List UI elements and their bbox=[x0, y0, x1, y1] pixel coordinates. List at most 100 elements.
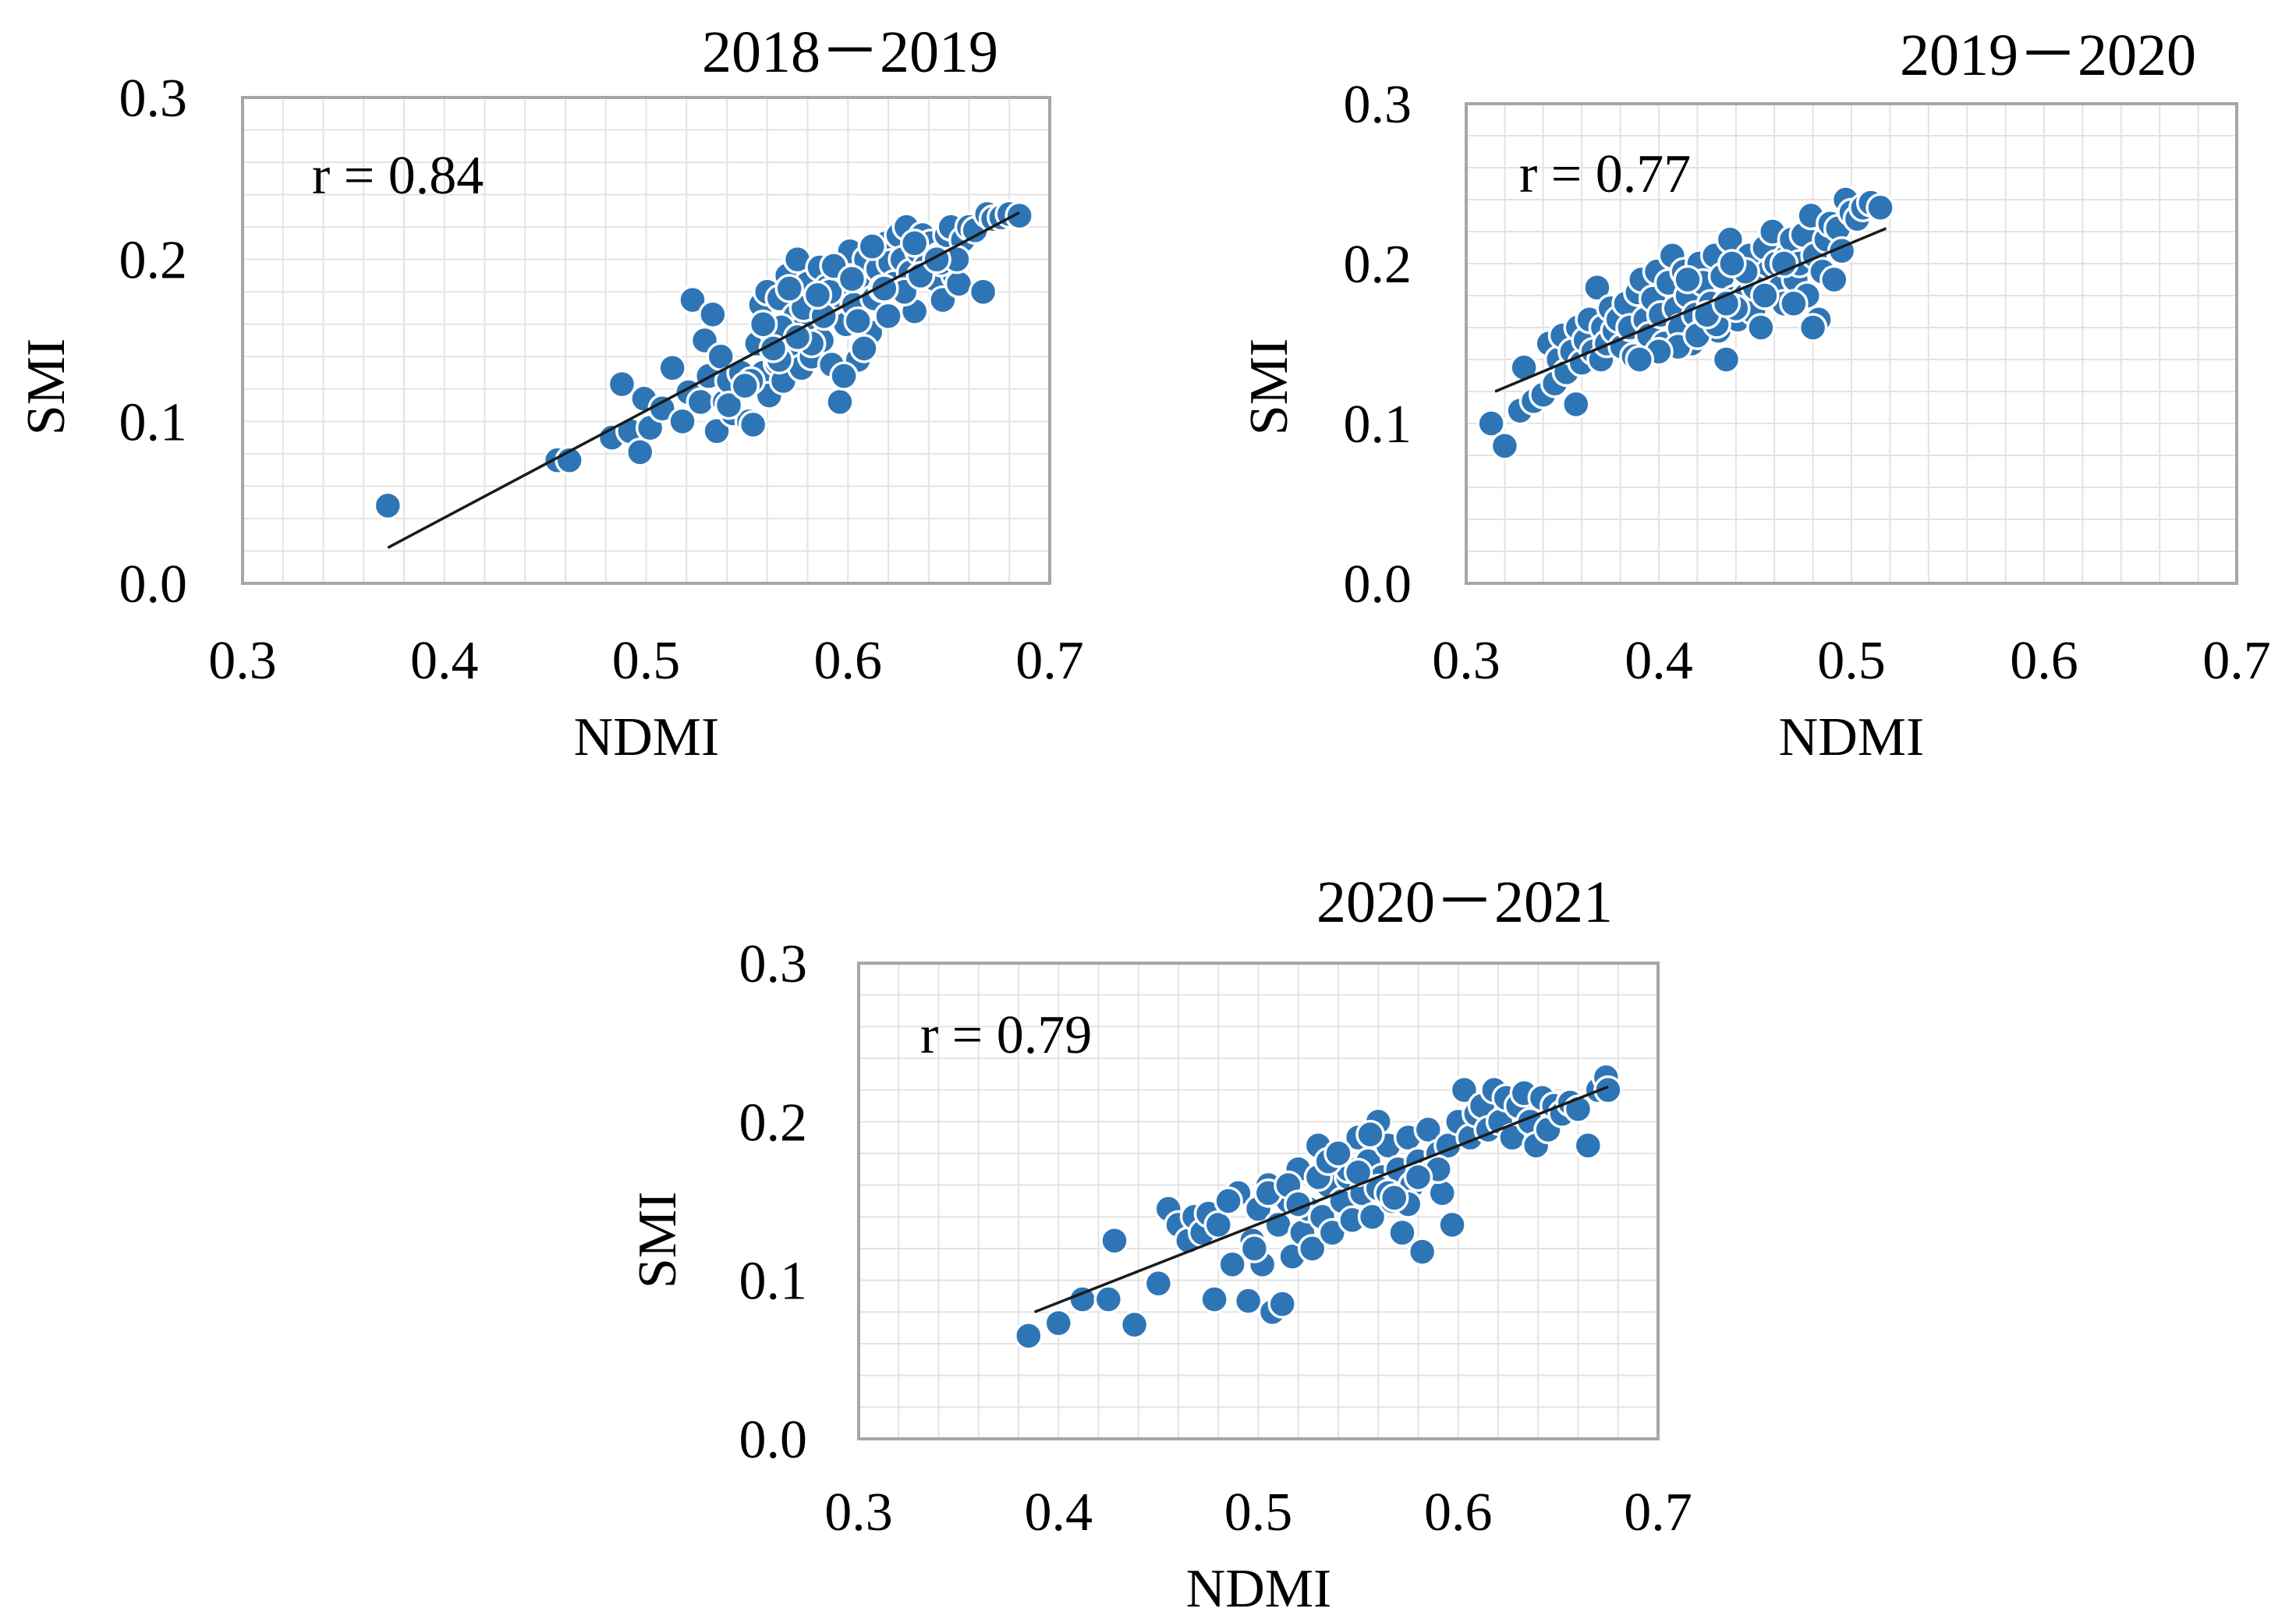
data-point bbox=[1673, 264, 1703, 295]
x-tick-label: 0.4 bbox=[1625, 631, 1693, 691]
data-point bbox=[373, 491, 403, 521]
x-axis-label: NDMI bbox=[1779, 707, 1925, 767]
data-point bbox=[714, 390, 744, 420]
data-point bbox=[968, 277, 998, 306]
y-tick-label: 0.0 bbox=[1344, 554, 1412, 615]
plot-area-border bbox=[1465, 102, 2238, 585]
data-point bbox=[1711, 345, 1741, 374]
data-point bbox=[1746, 313, 1776, 342]
data-point bbox=[1866, 193, 1895, 222]
data-point bbox=[1199, 1284, 1229, 1314]
correlation-annotation: r = 0.84 bbox=[312, 146, 484, 206]
x-tick-label: 0.5 bbox=[1224, 1483, 1293, 1543]
data-point bbox=[1593, 1075, 1623, 1105]
trendline bbox=[1494, 227, 1887, 393]
data-point bbox=[625, 438, 655, 467]
data-point bbox=[1427, 1178, 1457, 1208]
data-point bbox=[1582, 273, 1612, 303]
data-point bbox=[774, 274, 804, 303]
data-point bbox=[1233, 1286, 1263, 1316]
x-tick-label: 0.7 bbox=[1015, 631, 1084, 691]
plot-area-border bbox=[857, 962, 1660, 1440]
data-point bbox=[668, 406, 697, 437]
data-point bbox=[1355, 1119, 1385, 1150]
y-axis-label: SMI bbox=[628, 1192, 688, 1288]
data-point bbox=[1043, 1308, 1073, 1338]
y-tick-label: 0.2 bbox=[739, 1093, 808, 1153]
scatter-chart-1: 0.0 0.1 0.2 0.3 0.3 0.4 0.5 0.6 0.7 NDMI SMI 2018－2… bbox=[16, 19, 1084, 767]
data-point bbox=[1323, 1139, 1353, 1168]
data-point bbox=[678, 285, 707, 315]
data-point bbox=[837, 264, 867, 294]
data-point bbox=[1490, 430, 1520, 461]
data-point bbox=[1573, 1131, 1603, 1160]
data-point bbox=[803, 280, 833, 310]
data-point bbox=[899, 229, 930, 258]
data-point bbox=[1217, 1249, 1247, 1280]
data-point bbox=[1380, 1183, 1409, 1213]
data-point bbox=[1625, 345, 1655, 374]
data-point bbox=[1750, 281, 1780, 310]
data-point bbox=[748, 309, 778, 339]
data-point bbox=[1437, 1210, 1467, 1240]
data-point bbox=[1403, 1162, 1433, 1192]
data-point bbox=[1004, 200, 1034, 231]
y-axis-label: SMI bbox=[16, 338, 76, 435]
data-points bbox=[1476, 185, 1895, 461]
y-tick-label: 0.2 bbox=[1344, 235, 1412, 295]
data-point bbox=[607, 369, 637, 399]
data-point bbox=[1717, 249, 1747, 278]
data-point bbox=[1297, 1234, 1327, 1263]
x-tick-label: 0.7 bbox=[2202, 631, 2271, 691]
plot-area-border bbox=[241, 96, 1051, 585]
x-tick-label: 0.3 bbox=[208, 631, 277, 691]
data-point bbox=[1769, 249, 1799, 278]
correlation-annotation: r = 0.77 bbox=[1519, 144, 1691, 204]
data-point bbox=[698, 299, 728, 330]
data-points bbox=[373, 199, 1034, 521]
y-tick-label: 0.1 bbox=[1344, 395, 1412, 455]
scatter-chart-2: 0.0 0.1 0.2 0.3 0.3 0.4 0.5 0.6 0.7 NDMI SMI 2019－2… bbox=[1239, 23, 2271, 767]
data-point bbox=[825, 387, 855, 417]
x-tick-label: 0.6 bbox=[1424, 1483, 1493, 1543]
y-axis-label: SMI bbox=[1239, 338, 1299, 435]
x-tick-label: 0.6 bbox=[2010, 631, 2078, 691]
data-point bbox=[1357, 1202, 1387, 1232]
x-tick-label: 0.6 bbox=[814, 631, 883, 691]
chart-title: 2020－2021 bbox=[1316, 870, 1613, 935]
data-point bbox=[1014, 1321, 1043, 1351]
data-point bbox=[1239, 1234, 1270, 1263]
data-points bbox=[1014, 1062, 1623, 1351]
data-point bbox=[843, 306, 873, 336]
chart-title: 2018－2019 bbox=[702, 19, 998, 85]
x-tick-label: 0.5 bbox=[1817, 631, 1886, 691]
x-tick-label: 0.4 bbox=[410, 631, 479, 691]
data-point bbox=[1100, 1226, 1129, 1256]
x-axis-label: NDMI bbox=[1186, 1559, 1332, 1619]
y-tick-label: 0.1 bbox=[739, 1252, 808, 1312]
data-point bbox=[1267, 1289, 1297, 1319]
x-tick-label: 0.3 bbox=[824, 1483, 893, 1543]
y-tick-label: 0.3 bbox=[739, 934, 808, 994]
x-tick-label: 0.7 bbox=[1624, 1483, 1692, 1543]
data-point bbox=[849, 334, 879, 363]
data-point bbox=[686, 387, 716, 417]
data-point bbox=[857, 232, 888, 261]
y-tick-label: 0.3 bbox=[1344, 75, 1412, 135]
gridlines bbox=[1466, 104, 2237, 583]
x-tick-label: 0.4 bbox=[1025, 1483, 1093, 1543]
data-point bbox=[1476, 409, 1506, 438]
data-point bbox=[657, 353, 687, 383]
data-point bbox=[1387, 1217, 1417, 1248]
trendline bbox=[1033, 1085, 1609, 1313]
data-point bbox=[1819, 264, 1849, 295]
x-tick-label: 0.5 bbox=[612, 631, 681, 691]
data-point bbox=[1214, 1186, 1243, 1216]
x-tick-label: 0.3 bbox=[1432, 631, 1501, 691]
trendline bbox=[387, 211, 1021, 549]
chart-title: 2019－2020 bbox=[1900, 23, 2196, 88]
data-point bbox=[1779, 289, 1809, 318]
data-point bbox=[1093, 1284, 1124, 1314]
y-tick-label: 0.0 bbox=[739, 1410, 808, 1470]
